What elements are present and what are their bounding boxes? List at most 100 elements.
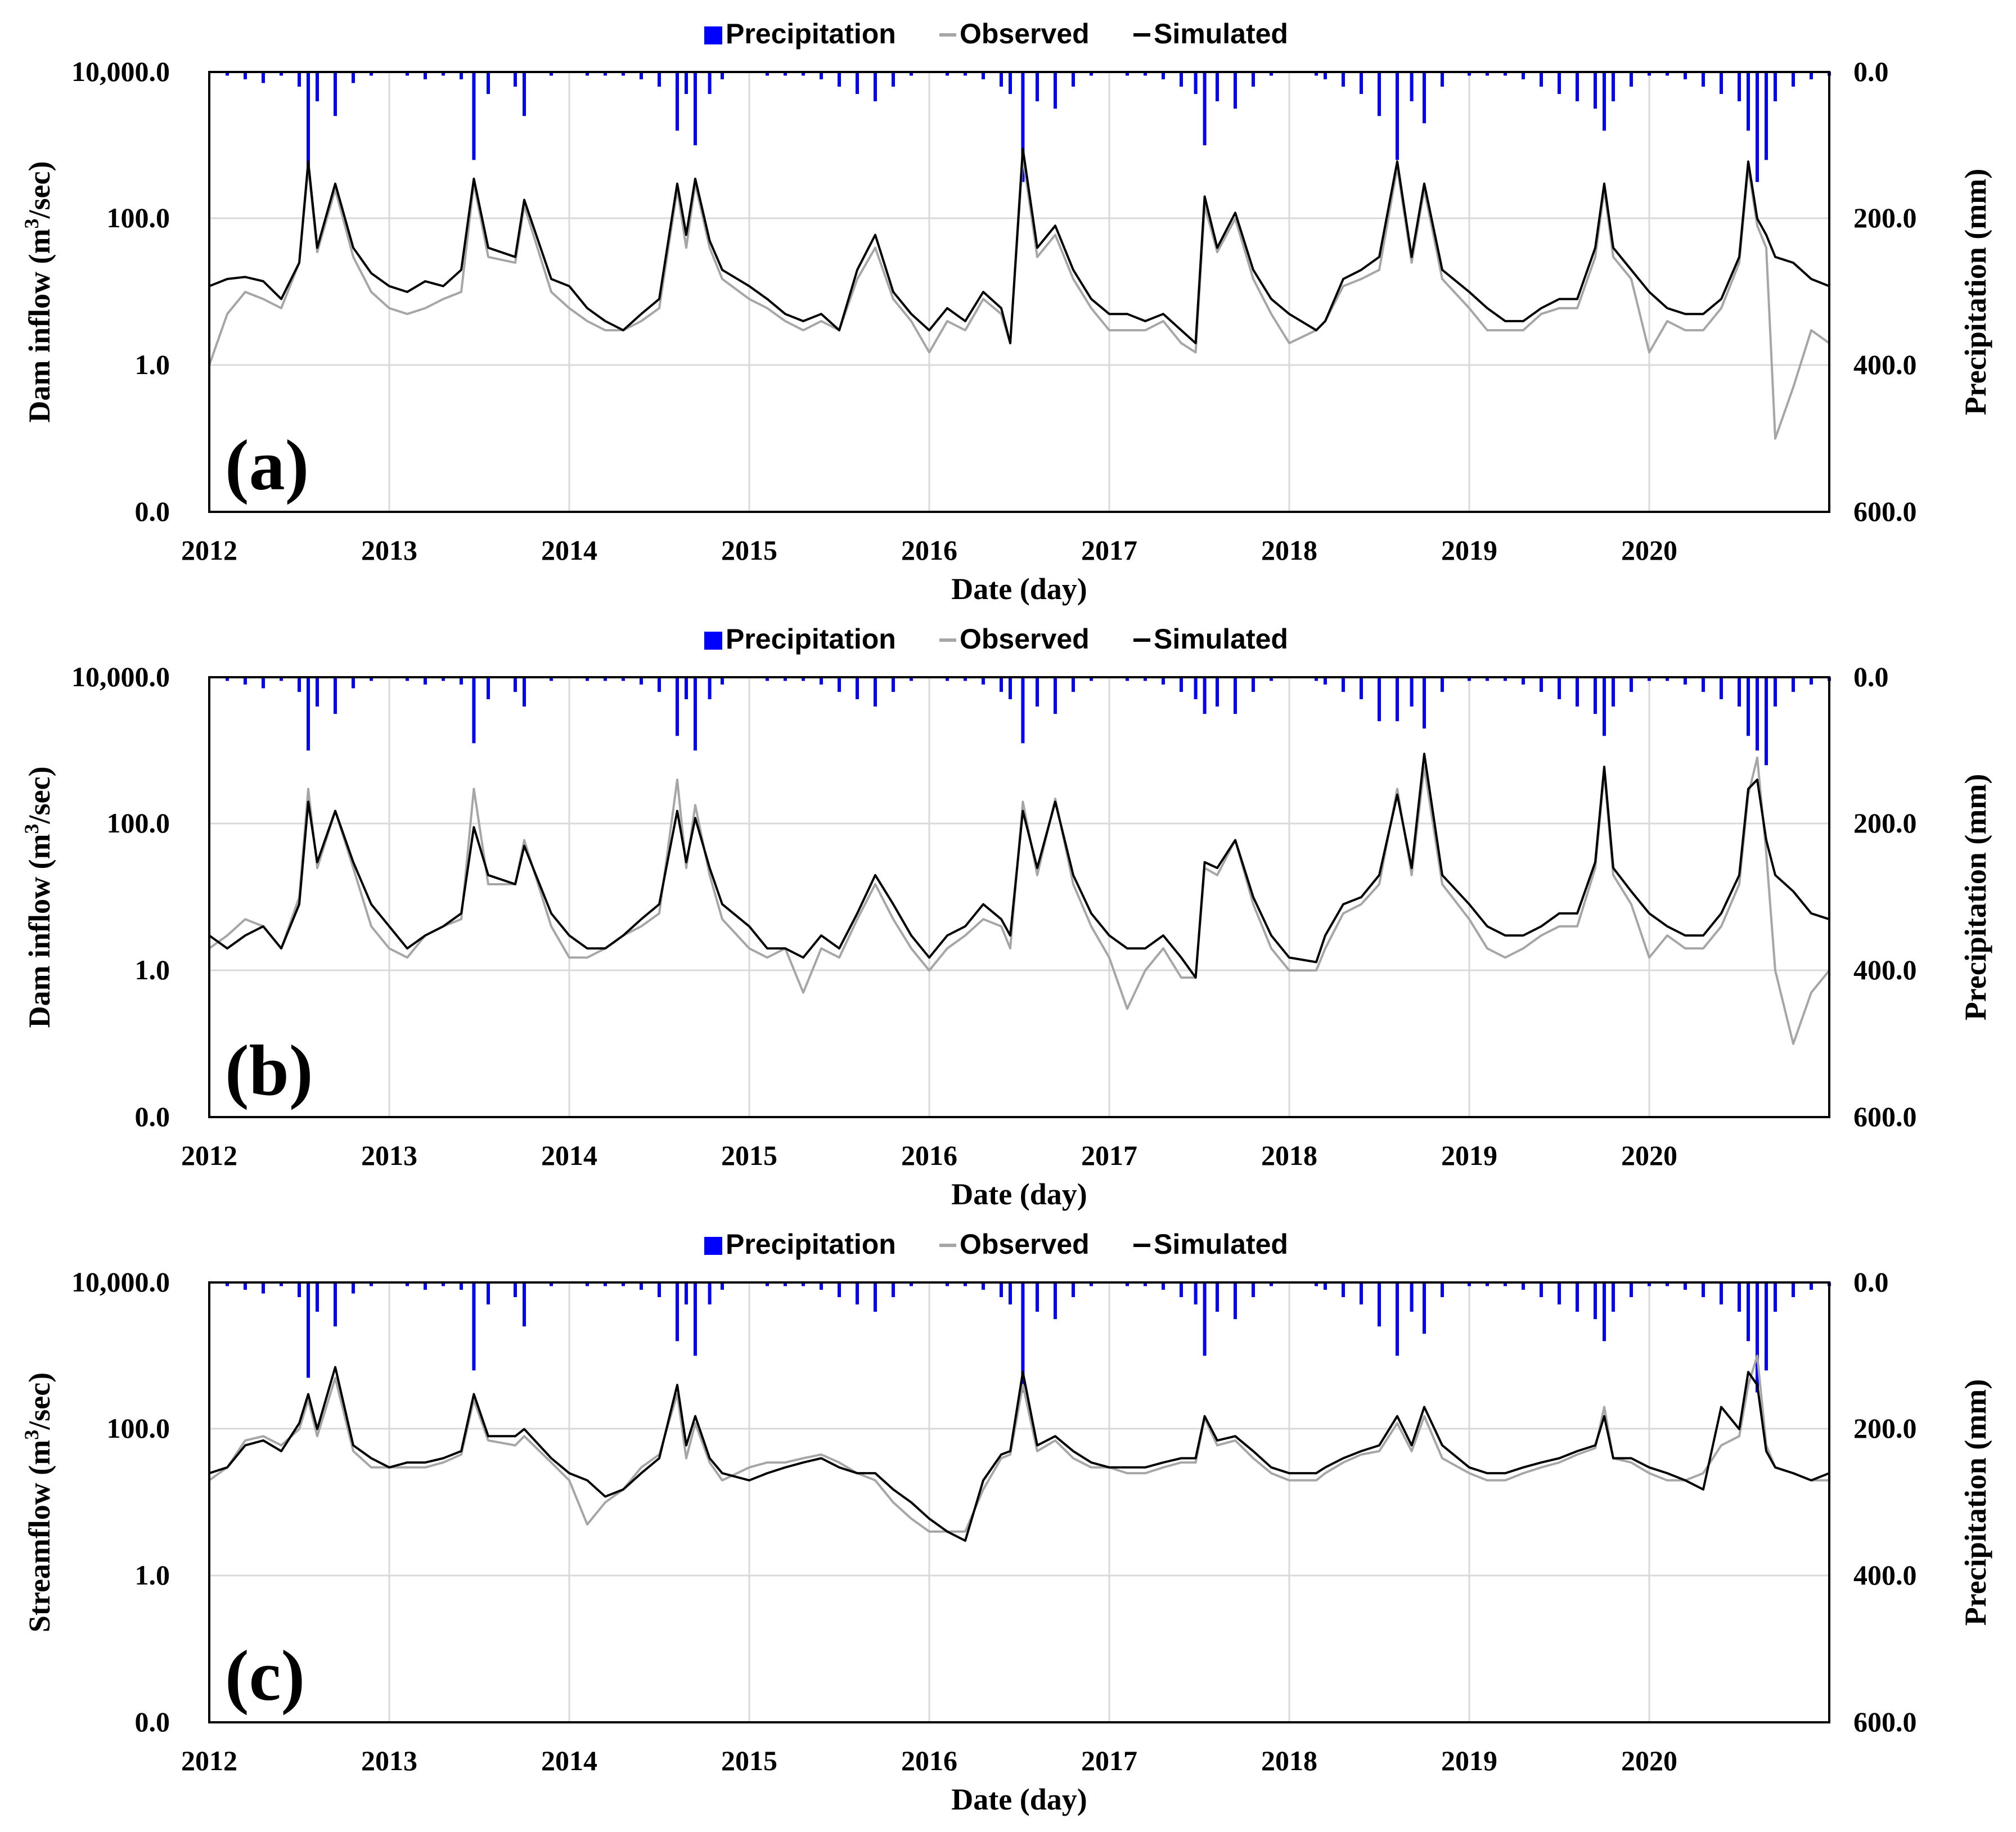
precipitation-bar	[1162, 677, 1165, 685]
x-tick-label: 2020	[1621, 534, 1677, 566]
precipitation-bar	[640, 677, 643, 685]
y-left-tick-label: 0.0	[135, 496, 170, 527]
precipitation-bar	[1702, 677, 1705, 692]
precipitation-bar	[1009, 1282, 1012, 1305]
precipitation-bar	[1684, 677, 1687, 685]
observed-series-line	[208, 1354, 1829, 1533]
precipitation-bar	[1315, 72, 1318, 76]
precipitation-bar	[604, 1282, 607, 1286]
precipitation-bar	[1360, 1282, 1363, 1305]
precipitation-bar	[1441, 1282, 1444, 1298]
precipitation-bars	[226, 72, 1831, 182]
precipitation-bar	[622, 677, 625, 681]
x-tick-label: 2020	[1621, 1140, 1677, 1171]
precipitation-bar	[1603, 1282, 1606, 1342]
precipitation-bar	[1162, 1282, 1165, 1290]
precipitation-bar	[1441, 677, 1444, 692]
precipitation-bar	[1603, 72, 1606, 131]
precipitation-bar	[622, 1282, 625, 1286]
precipitation-bar	[1648, 72, 1651, 76]
x-tick-labels: 2012 2013 2014 2015 2016 2017 2018 2019 …	[181, 1745, 1677, 1776]
y-left-tick-label: 0.0	[135, 1706, 170, 1738]
precipitation-bar	[1234, 677, 1237, 714]
precipitation-bar	[802, 677, 805, 681]
precipitation-bar	[1738, 677, 1741, 707]
simulated-series-line	[209, 1366, 1830, 1542]
y-left-tick-labels: 0.0 1.0 100.0 10,000.0	[71, 661, 170, 1132]
precipitation-bar	[280, 72, 283, 76]
precipitation-bar	[1216, 1282, 1219, 1312]
precipitation-bar	[460, 72, 463, 79]
panel-b: Precipitation Observed Simulated 2012 20…	[20, 623, 1992, 1211]
precipitation-bar	[514, 72, 517, 87]
precipitation-bar	[550, 1282, 553, 1286]
y-right-tick-label: 600.0	[1853, 496, 1917, 527]
precipitation-bar	[1410, 677, 1414, 707]
precipitation-bar	[1684, 72, 1687, 79]
precipitation-bar	[1630, 1282, 1633, 1298]
y-right-tick-label: 400.0	[1853, 1559, 1917, 1591]
precipitation-bar	[1504, 1282, 1507, 1286]
precipitation-bar	[856, 677, 859, 700]
precipitation-bar	[1072, 677, 1075, 692]
y-right-tick-label: 400.0	[1853, 954, 1917, 985]
precipitation-bar	[424, 72, 427, 79]
precipitation-bar	[708, 677, 712, 700]
precipitation-bar	[1203, 677, 1207, 714]
precipitation-bar	[1090, 677, 1093, 681]
precipitation-bar	[1072, 1282, 1075, 1298]
precipitation-bar	[1324, 72, 1327, 79]
precipitation-bar	[946, 677, 949, 681]
precipitation-bar	[964, 72, 967, 76]
precipitation-bar	[1684, 1282, 1687, 1290]
precipitation-bar	[586, 1282, 589, 1286]
precipitation-bar	[658, 1282, 661, 1298]
precipitation-bar	[460, 677, 463, 685]
precipitation-bar	[1756, 1282, 1759, 1393]
y-right-axis-title: Precipitation (mm)	[1959, 774, 1992, 1020]
precipitation-bar	[708, 1282, 712, 1305]
precipitation-bar	[1315, 1282, 1318, 1286]
y-left-tick-label: 10,000.0	[71, 1266, 170, 1298]
precipitation-bar	[1036, 677, 1039, 707]
precipitation-bar	[352, 1282, 355, 1294]
precipitation-bar	[1342, 72, 1345, 87]
y-right-tick-label: 0.0	[1853, 56, 1889, 87]
precipitation-bar	[1648, 1282, 1651, 1286]
precipitation-bar	[1522, 1282, 1525, 1290]
precipitation-bar	[1324, 677, 1327, 685]
x-tick-label: 2013	[361, 1140, 417, 1171]
precipitation-bar	[472, 72, 476, 160]
precipitation-bar	[1576, 1282, 1579, 1312]
precipitation-bar	[1576, 677, 1579, 707]
precipitation-bar	[1021, 1282, 1025, 1393]
x-axis-title: Date (day)	[951, 1783, 1087, 1816]
precipitation-bar	[766, 677, 769, 681]
precipitation-bar	[262, 677, 265, 688]
precipitation-bar	[1648, 677, 1651, 681]
y-left-tick-label: 1.0	[135, 1559, 170, 1591]
precipitation-bar	[244, 72, 247, 79]
x-tick-label: 2017	[1081, 534, 1137, 566]
precipitation-bar	[1342, 677, 1345, 692]
precipitation-bar	[307, 1282, 310, 1378]
precipitation-bar	[586, 677, 589, 681]
x-axis-title: Date (day)	[951, 1177, 1087, 1211]
x-tick-labels: 2012 2013 2014 2015 2016 2017 2018 2019 …	[181, 1140, 1677, 1171]
precipitation-bar	[1540, 1282, 1543, 1298]
x-tick-label: 2016	[901, 534, 957, 566]
precipitation-bar	[1558, 1282, 1561, 1305]
y-left-title-suffix: /sec)	[22, 161, 56, 219]
x-tick-label: 2016	[901, 1140, 957, 1171]
x-tick-label: 2017	[1081, 1140, 1137, 1171]
x-tick-label: 2019	[1441, 534, 1497, 566]
legend-precipitation-label: Precipitation	[726, 623, 896, 655]
precipitation-bar	[676, 677, 679, 736]
precipitation-bar	[964, 1282, 967, 1286]
precipitation-bar	[1738, 1282, 1741, 1312]
precipitation-bar	[1144, 677, 1147, 681]
x-tick-label: 2012	[181, 1140, 237, 1171]
y-right-tick-label: 600.0	[1853, 1706, 1917, 1738]
precipitation-bar	[1000, 1282, 1003, 1298]
precipitation-bar	[370, 1282, 373, 1286]
